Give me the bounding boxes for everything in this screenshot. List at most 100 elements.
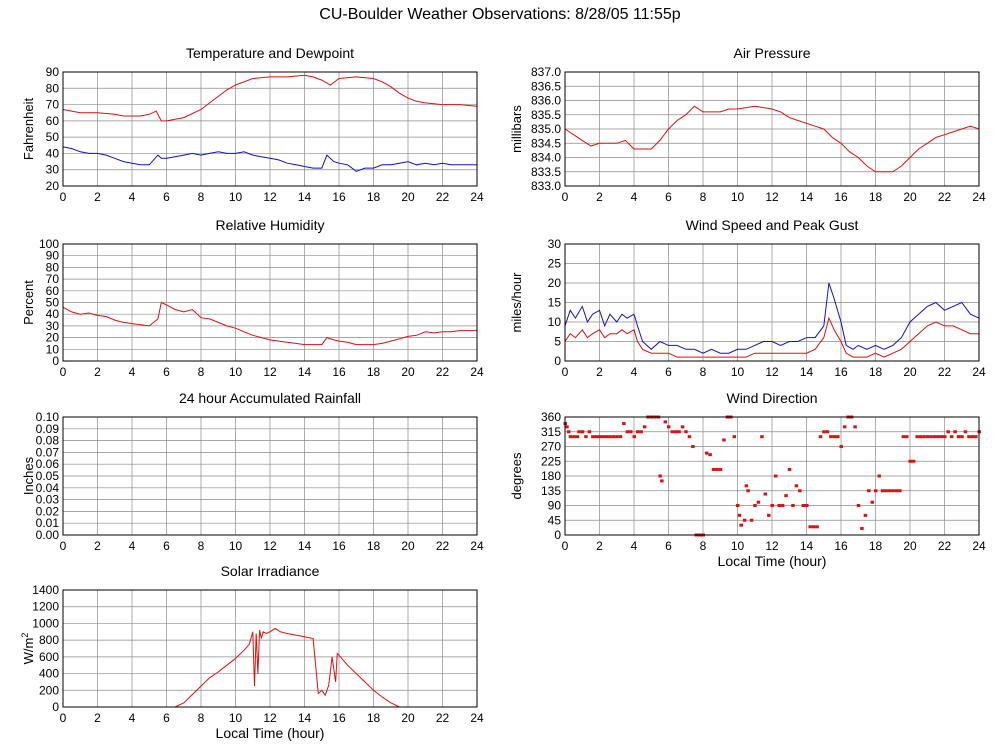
x-tick-label: 18 <box>367 190 381 204</box>
data-point <box>860 526 864 530</box>
x-tick-label: 14 <box>298 190 312 204</box>
data-point <box>591 435 595 439</box>
y-tick-label: 90 <box>548 499 562 513</box>
x-tick-label: 18 <box>367 711 381 725</box>
y-tick-label: 834.0 <box>531 151 561 165</box>
series-line-1 <box>62 74 478 122</box>
data-point <box>773 474 778 478</box>
y-axis-label: millibars <box>509 105 524 153</box>
x-tick-label: 0 <box>60 190 67 204</box>
x-tick-label: 24 <box>972 539 986 553</box>
plot-frame <box>62 589 478 708</box>
data-point <box>836 435 840 439</box>
data-point <box>787 467 792 471</box>
data-point <box>684 430 688 434</box>
data-point <box>568 435 573 439</box>
data-point <box>815 525 819 529</box>
x-tick-label: 6 <box>163 711 170 725</box>
x-tick-label: 18 <box>367 539 381 553</box>
y-tick-label: 0.04 <box>36 481 60 495</box>
x-tick-label: 22 <box>436 711 450 725</box>
chart-temperature: 0 2 4 6 8 10 12 14 16 18 20 22 242030405060708090Tem… <box>21 45 484 204</box>
x-tick-label: 10 <box>229 365 243 379</box>
chart-title: Wind Direction <box>726 390 817 406</box>
data-point <box>763 492 768 496</box>
data-point <box>832 435 837 439</box>
data-point <box>760 435 764 439</box>
data-point <box>963 430 968 434</box>
y-axis-label: W/m2 <box>20 633 36 665</box>
y-tick-label: 10 <box>46 342 60 356</box>
x-tick-label: 8 <box>198 190 205 204</box>
y-tick-label: 835.5 <box>531 108 561 122</box>
series-line-2 <box>564 316 979 358</box>
x-tick-label: 4 <box>129 190 136 204</box>
x-tick-label: 10 <box>731 539 745 553</box>
data-point <box>898 489 902 493</box>
x-tick-label: 24 <box>972 190 986 204</box>
y-tick-label: 10 <box>548 315 562 329</box>
x-tick-label: 18 <box>869 190 883 204</box>
x-tick-label: 0 <box>60 365 67 379</box>
x-tick-label: 4 <box>631 365 638 379</box>
data-point <box>618 435 623 439</box>
data-point <box>870 500 875 504</box>
data-point <box>639 430 643 434</box>
y-tick-label: 836.0 <box>531 94 561 108</box>
data-point <box>970 435 975 439</box>
data-point <box>629 430 633 434</box>
y-tick-label: 833.5 <box>531 165 561 179</box>
x-tick-label: 16 <box>834 190 848 204</box>
data-point <box>777 504 781 507</box>
chart-pressure: 0 2 4 6 8 10 12 14 16 18 20 22 24833.0833.5834.0834.… <box>509 45 986 204</box>
x-tick-label: 20 <box>401 365 415 379</box>
data-point <box>622 422 626 426</box>
y-axis-label: miles/hour <box>509 272 524 333</box>
data-point <box>953 430 957 434</box>
data-point <box>925 435 930 439</box>
y-tick-label: 80 <box>46 260 60 274</box>
y-tick-label: 0.03 <box>36 493 60 507</box>
x-tick-label: 4 <box>129 539 136 553</box>
x-tick-label: 16 <box>332 711 346 725</box>
x-tick-label: 2 <box>94 190 101 204</box>
data-point <box>767 513 771 517</box>
data-point <box>901 435 906 439</box>
y-tick-label: 200 <box>39 683 59 697</box>
data-point <box>584 435 588 439</box>
x-tick-label: 22 <box>436 365 450 379</box>
data-point <box>932 435 937 439</box>
data-point <box>660 479 664 483</box>
x-tick-label: 24 <box>470 539 484 553</box>
x-tick-label: 14 <box>298 365 312 379</box>
data-point <box>811 525 816 529</box>
data-point <box>691 445 695 448</box>
x-tick-label: 12 <box>263 365 277 379</box>
data-point <box>908 459 912 463</box>
y-tick-label: 0.10 <box>36 410 60 424</box>
x-tick-label: 6 <box>665 539 672 553</box>
chart-rainfall: 0 2 4 6 8 10 12 14 16 18 20 22 240.000.010.020.030.0… <box>21 390 484 553</box>
x-tick-label: 6 <box>665 190 672 204</box>
y-tick-label: 70 <box>46 98 60 112</box>
data-point <box>939 435 944 439</box>
data-point <box>884 489 888 493</box>
data-point <box>663 420 668 424</box>
x-tick-label: 0 <box>562 190 569 204</box>
y-tick-label: 360 <box>541 410 561 424</box>
x-tick-label: 22 <box>436 190 450 204</box>
x-tick-label: 22 <box>436 539 450 553</box>
plot-frame <box>564 71 980 187</box>
data-point <box>732 435 737 439</box>
y-tick-label: 837.0 <box>531 65 561 79</box>
data-point <box>974 435 978 439</box>
y-tick-label: 15 <box>548 296 562 310</box>
x-tick-label: 8 <box>198 539 205 553</box>
y-tick-label: 0.09 <box>36 422 60 436</box>
data-point <box>794 484 799 488</box>
data-point <box>667 425 671 429</box>
data-point <box>715 467 719 471</box>
data-point <box>749 518 754 522</box>
x-tick-label: 4 <box>631 190 638 204</box>
